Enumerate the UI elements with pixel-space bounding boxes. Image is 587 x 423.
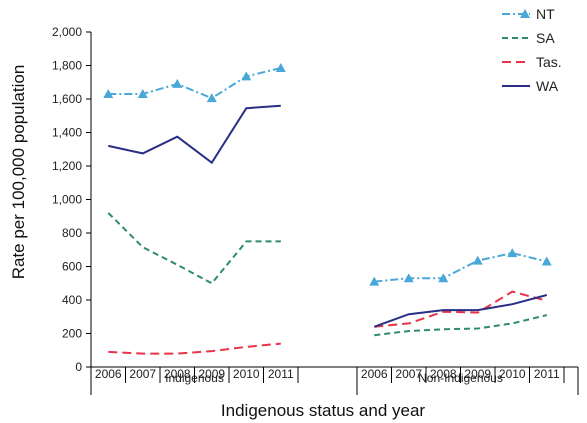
x-tick-label: 2009 [198, 367, 225, 381]
y-tick-label: 400 [62, 293, 82, 307]
legend-label-sa: SA [536, 30, 555, 46]
series-nt-line [108, 67, 282, 100]
y-tick-label: 800 [62, 226, 82, 240]
x-group-label: Non-Indigenous [418, 371, 503, 385]
series-tas-line [374, 290, 548, 328]
series-nt-point [403, 273, 414, 283]
x-tick-label: 2007 [129, 367, 156, 381]
series-nt-point [541, 256, 552, 266]
y-tick-label: 1,800 [52, 59, 82, 73]
series-wa-line [373, 294, 548, 328]
y-tick-label: 1,000 [52, 193, 82, 207]
y-tick-label: 600 [62, 260, 82, 274]
x-tick-label: 2011 [534, 367, 560, 381]
series-nt-point [507, 248, 518, 258]
series-nt-point [137, 88, 148, 98]
series-nt-point [241, 71, 252, 81]
series-nt-point [438, 273, 449, 283]
series-sa-line [107, 212, 281, 285]
legend-label-nt: NT [536, 6, 555, 22]
series-tas-line [108, 342, 281, 355]
series-nt-point [172, 78, 183, 88]
legend: NT SA Tas. WA [502, 6, 562, 94]
x-tick-label: 2010 [233, 367, 260, 381]
y-tick-label: 2,000 [52, 25, 82, 39]
x-tick-label: 2008 [164, 367, 191, 381]
series-wa-line [108, 104, 281, 165]
y-tick-label: 0 [75, 360, 82, 374]
x-axis: 2006 2007 2008 2009 2010 2011 Indigenous 2006 20… [90, 366, 579, 395]
y-axis: 0 200 400 600 800 1,000 1,200 1,400 1,600 1,800 2,… [52, 25, 92, 374]
series-nt-point [369, 276, 380, 286]
x-tick-label: 2006 [95, 367, 122, 381]
legend-marker-nt [520, 9, 530, 18]
series-nt-point [103, 88, 114, 98]
y-tick-label: 1,200 [52, 159, 82, 173]
x-tick-label: 2008 [430, 367, 457, 381]
x-axis-title: Indigenous status and year [221, 401, 425, 420]
x-group-label: Indigenous [165, 371, 224, 385]
series-nt-point [206, 93, 217, 103]
x-tick-label: 2007 [395, 367, 422, 381]
series-layer [103, 63, 552, 355]
x-tick-label: 2010 [499, 367, 526, 381]
series-nt-point [275, 63, 286, 73]
legend-label-tas: Tas. [536, 54, 562, 70]
y-tick-label: 1,600 [52, 92, 82, 106]
x-tick-label: 2006 [361, 367, 388, 381]
y-tick-label: 200 [62, 327, 82, 341]
legend-label-wa: WA [536, 78, 559, 94]
x-tick-label: 2009 [464, 367, 491, 381]
series-nt-line [374, 252, 548, 283]
x-tick-label: 2011 [268, 367, 294, 381]
series-sa-line [374, 314, 548, 337]
y-tick-label: 1,400 [52, 126, 82, 140]
y-axis-title: Rate per 100,000 population [9, 65, 28, 280]
series-nt-point [472, 255, 483, 265]
